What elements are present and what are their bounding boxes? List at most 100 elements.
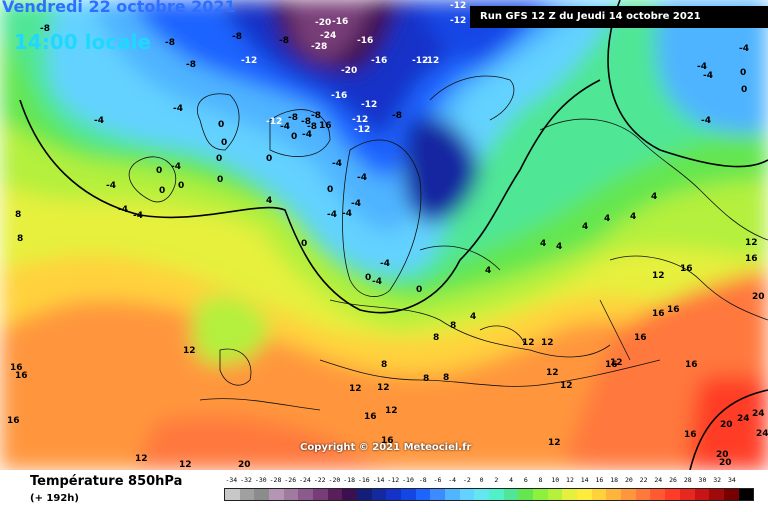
temperature-label: -12 [412, 56, 428, 66]
temperature-label: 0 [291, 132, 297, 142]
temperature-field [0, 0, 768, 470]
temperature-label: -8 [311, 111, 321, 121]
temperature-label: 12 [183, 346, 196, 356]
temperature-label: -4 [327, 210, 337, 220]
scale-swatch [562, 489, 578, 500]
temperature-label: 16 [364, 412, 377, 422]
temperature-label: 12 [377, 383, 390, 393]
temperature-label: -4 [332, 159, 342, 169]
temperature-label: 12 [745, 238, 758, 248]
scale-swatch [239, 489, 255, 500]
temperature-label: -12 [352, 115, 368, 125]
scale-swatch [327, 489, 343, 500]
scale-swatch [386, 489, 402, 500]
scale-tick-label: -22 [313, 476, 326, 484]
forecast-range: (+ 192h) [30, 493, 79, 504]
temperature-label: 8 [15, 210, 21, 220]
scale-tick-label: 30 [698, 476, 707, 484]
scale-swatch [489, 489, 504, 500]
temperature-label: 20 [752, 292, 765, 302]
temperature-label: 12 [610, 358, 623, 368]
temperature-label: -4 [380, 259, 390, 269]
scale-swatch [709, 489, 724, 500]
temperature-label: -4 [703, 71, 713, 81]
temperature-label: 20 [720, 420, 733, 430]
scale-tick-label: 18 [610, 476, 619, 484]
temperature-label: -4 [280, 122, 290, 132]
temperature-label: 0 [741, 85, 747, 95]
scale-swatch [679, 489, 695, 500]
scale-swatch [342, 489, 358, 500]
temperature-label: 16 [319, 121, 332, 131]
color-scale-bar [224, 488, 754, 501]
temperature-label: 20 [716, 450, 729, 460]
temperature-label: 0 [156, 166, 162, 176]
temperature-label: 4 [556, 242, 562, 252]
temperature-label: -8 [232, 32, 242, 42]
temperature-label: 8 [381, 360, 387, 370]
temperature-label: 16 [381, 436, 394, 446]
temperature-label: 0 [159, 186, 165, 196]
scale-tick-label: 2 [494, 476, 499, 484]
scale-tick-label: 16 [595, 476, 604, 484]
scale-tick-label: 10 [551, 476, 560, 484]
temperature-label: 8 [17, 234, 23, 244]
temperature-label: 16 [7, 416, 20, 426]
scale-swatch [606, 489, 622, 500]
scale-swatch [357, 489, 372, 500]
temperature-label: 0 [218, 120, 224, 130]
temperature-label: -16 [332, 17, 348, 27]
temperature-label: 8 [423, 374, 429, 384]
temperature-label: -16 [371, 56, 387, 66]
temperature-label: -12 [450, 1, 466, 11]
temperature-label: -4 [173, 104, 183, 114]
scale-tick-label: -6 [433, 476, 442, 484]
map-canvas: -12-20 -16-24-28-16-12-8-8-8-8-8-12-20-16… [0, 0, 768, 470]
temperature-label: 4 [582, 222, 588, 232]
copyright-notice: Copyright © 2021 Meteociel.fr [300, 442, 472, 453]
scale-tick-label: -34 [225, 476, 238, 484]
scale-swatch [474, 489, 490, 500]
scale-swatch [591, 489, 607, 500]
temperature-label: -4 [357, 173, 367, 183]
temperature-label: 12 [522, 338, 535, 348]
temperature-label: 0 [416, 285, 422, 295]
temperature-label: -4 [94, 116, 104, 126]
scale-swatch [430, 489, 446, 500]
scale-tick-label: 28 [683, 476, 692, 484]
temperature-label: 12 [560, 381, 573, 391]
temperature-label: -4 [118, 205, 128, 215]
scale-tick-label: 26 [669, 476, 677, 484]
temperature-label: 16 [684, 430, 697, 440]
temperature-label: 12 [546, 368, 559, 378]
temperature-label: -28 [311, 42, 327, 52]
scale-swatch [401, 489, 416, 500]
scale-tick-label: 4 [509, 476, 514, 484]
temperature-label: 16 [745, 254, 758, 264]
temperature-label: -20 [315, 18, 331, 28]
scale-tick-label: 24 [654, 476, 663, 484]
temperature-label: -4 [342, 209, 352, 219]
temperature-label: 0 [740, 68, 746, 78]
temperature-label: -8 [307, 122, 317, 132]
scale-tick-label: -14 [372, 476, 385, 484]
scale-swatch [694, 489, 710, 500]
temperature-labels: -12-20 -16-24-28-16-12-8-8-8-8-8-12-20-16… [7, 1, 768, 470]
temperature-label: -4 [701, 116, 711, 126]
temperature-label: -8 [301, 117, 311, 127]
scale-tick-label: 6 [523, 476, 528, 484]
scale-swatch [445, 489, 460, 500]
scale-swatch [269, 489, 284, 500]
temperature-label: 16 [605, 360, 618, 370]
scale-swatch [738, 489, 754, 500]
scale-swatch [621, 489, 636, 500]
temperature-label: -12 [450, 16, 466, 26]
temperature-label: -12 [266, 117, 282, 127]
temperature-label: 4 [604, 214, 610, 224]
scale-tick-label: -20 [328, 476, 341, 484]
temperature-map: -12 -20 -16 -24 -28 -16 -12 -8 -8 -8 -8 -8 -12 -20 -16… [0, 0, 768, 470]
scale-tick-label: -2 [462, 476, 471, 484]
scale-swatch [459, 489, 475, 500]
temperature-label: -4 [351, 199, 361, 209]
scale-tick-label: 20 [624, 476, 633, 484]
